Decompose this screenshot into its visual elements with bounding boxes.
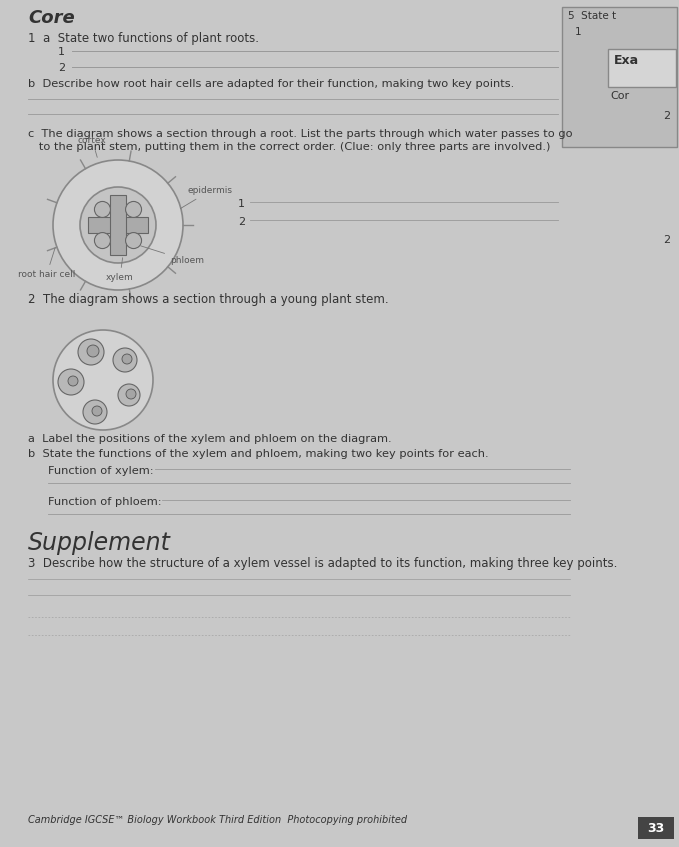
Circle shape [113, 348, 137, 372]
Bar [110, 195, 126, 255]
Text: b  State the functions of the xylem and phloem, making two key points for each.: b State the functions of the xylem and p… [28, 449, 489, 459]
Text: a  Label the positions of the xylem and phloem on the diagram.: a Label the positions of the xylem and p… [28, 434, 392, 444]
Bar [608, 49, 676, 87]
Text: 2: 2 [663, 235, 670, 245]
Text: 1: 1 [238, 199, 245, 209]
Text: 2  The diagram shows a section through a young plant stem.: 2 The diagram shows a section through a … [28, 293, 388, 306]
Text: 1: 1 [575, 27, 582, 37]
Text: Cambridge IGCSE™ Biology Workbook Third Edition  Photocopying prohibited: Cambridge IGCSE™ Biology Workbook Third … [28, 815, 407, 825]
Bar [88, 217, 148, 233]
Text: Exa: Exa [614, 54, 639, 67]
Circle shape [68, 376, 78, 386]
Circle shape [58, 369, 84, 395]
Circle shape [94, 202, 111, 218]
Text: to the plant stem, putting them in the correct order. (Clue: only three parts ar: to the plant stem, putting them in the c… [28, 142, 551, 152]
Circle shape [94, 233, 111, 248]
Circle shape [80, 187, 156, 263]
Circle shape [118, 384, 140, 406]
Circle shape [126, 389, 136, 399]
Circle shape [92, 406, 102, 416]
Text: 1: 1 [58, 47, 65, 57]
Circle shape [122, 354, 132, 364]
Text: Function of xylem:: Function of xylem: [48, 466, 153, 476]
Text: phloem: phloem [141, 246, 204, 265]
Text: c  The diagram shows a section through a root. List the parts through which wate: c The diagram shows a section through a … [28, 129, 572, 139]
Text: cortex: cortex [78, 136, 107, 158]
Bar [562, 7, 677, 147]
Text: 33: 33 [647, 822, 665, 834]
Circle shape [126, 202, 141, 218]
Text: 2: 2 [238, 217, 245, 227]
Text: epidermis: epidermis [181, 186, 233, 208]
Circle shape [78, 339, 104, 365]
Text: root hair cell: root hair cell [18, 247, 75, 279]
Circle shape [53, 330, 153, 430]
Bar [638, 817, 674, 839]
Circle shape [87, 345, 99, 357]
Text: Core: Core [28, 9, 75, 27]
Text: b  Describe how root hair cells are adapted for their function, making two key p: b Describe how root hair cells are adapt… [28, 79, 514, 89]
Text: Cor: Cor [610, 91, 629, 101]
Circle shape [53, 160, 183, 290]
Text: 2: 2 [58, 63, 65, 73]
Text: 3  Describe how the structure of a xylem vessel is adapted to its function, maki: 3 Describe how the structure of a xylem … [28, 557, 617, 570]
Text: 5  State t: 5 State t [568, 11, 616, 21]
Text: Supplement: Supplement [28, 531, 171, 555]
Text: 1  a  State two functions of plant roots.: 1 a State two functions of plant roots. [28, 32, 259, 45]
Text: xylem: xylem [106, 257, 134, 282]
Text: Function of phloem:: Function of phloem: [48, 497, 162, 507]
Text: 2: 2 [663, 111, 670, 121]
Circle shape [126, 233, 141, 248]
Circle shape [83, 400, 107, 424]
